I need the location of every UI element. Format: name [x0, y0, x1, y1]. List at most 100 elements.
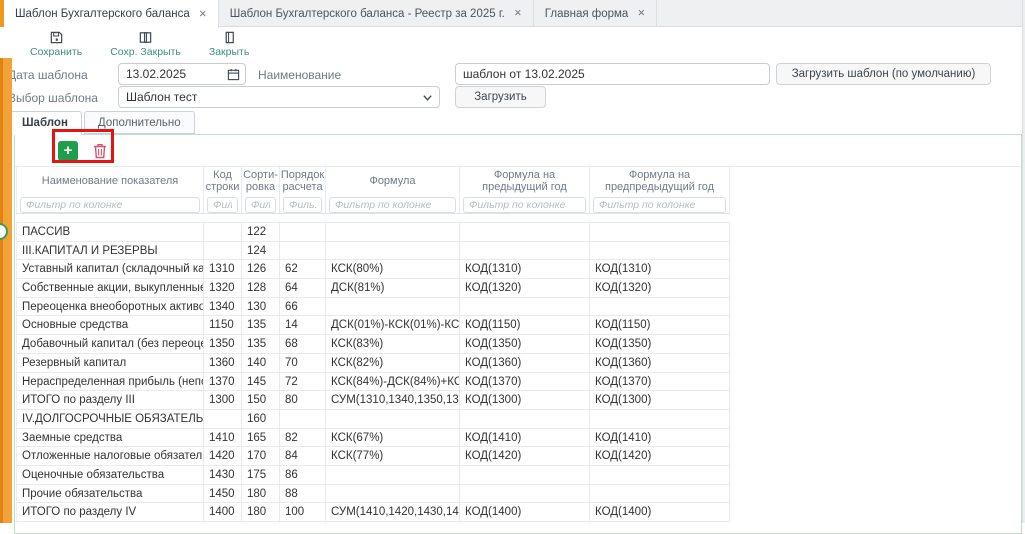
cell-code[interactable]: 1420 — [204, 447, 242, 465]
cell-sort[interactable]: 128 — [242, 279, 280, 297]
cell-formula[interactable]: ДСК(01%)-КСК(01%)-КСК(02... — [326, 316, 460, 334]
cell-sort[interactable]: 135 — [242, 316, 280, 334]
cell-order[interactable]: 14 — [280, 316, 326, 334]
cell-code[interactable]: 1370 — [204, 373, 242, 391]
cell-formula[interactable]: СУМ(1410,1420,1430,1450) — [326, 503, 460, 521]
cell-formula[interactable]: ДСК(81%) — [326, 279, 460, 297]
cell-sort[interactable]: 126 — [242, 260, 280, 278]
cell-name[interactable]: ИТОГО по разделу III — [16, 391, 204, 409]
cell-sort[interactable]: 165 — [242, 429, 280, 447]
cell-code[interactable]: 1300 — [204, 391, 242, 409]
cell-code[interactable]: 1400 — [204, 503, 242, 521]
cell-sort[interactable]: 170 — [242, 447, 280, 465]
cell-prev_year[interactable]: КОД(1420) — [460, 447, 590, 465]
cell-formula[interactable] — [326, 298, 460, 316]
cell-formula[interactable]: КСК(77%) — [326, 447, 460, 465]
date-input[interactable] — [119, 67, 221, 81]
calendar-icon[interactable] — [221, 68, 245, 81]
cell-name[interactable]: Отложенные налоговые обязательства — [16, 447, 204, 465]
cell-prev_year[interactable]: КОД(1400) — [460, 503, 590, 521]
chevron-down-icon[interactable] — [415, 92, 439, 103]
cell-name[interactable]: IV.ДОЛГОСРОЧНЫЕ ОБЯЗАТЕЛЬСТВА — [16, 410, 204, 428]
close-x-icon[interactable]: ✕ — [637, 8, 645, 19]
cell-formula[interactable] — [326, 223, 460, 241]
cell-code[interactable] — [204, 223, 242, 241]
filter-input-formula-prevprev[interactable] — [593, 197, 726, 213]
cell-sort[interactable]: 150 — [242, 391, 280, 409]
filter-input-sort[interactable] — [245, 197, 276, 213]
cell-name[interactable]: Уставный капитал (складочный капита... — [16, 260, 204, 278]
cell-order[interactable]: 72 — [280, 373, 326, 391]
column-header-formula-prevprev[interactable]: Формула на предпредыдущий год — [590, 167, 730, 194]
tab-registry[interactable]: Шаблон Бухгалтерского баланса - Реестр з… — [219, 0, 534, 27]
cell-order[interactable]: 100 — [280, 503, 326, 521]
save-close-button[interactable]: Сохр. Закрыть — [110, 28, 181, 58]
add-row-button[interactable]: + — [58, 141, 78, 161]
load-default-button[interactable]: Загрузить шаблон (по умолчанию) — [776, 63, 991, 85]
cell-formula[interactable]: СУМ(1310,1340,1350,1360,1... — [326, 391, 460, 409]
subtab-additional[interactable]: Дополнительно — [84, 111, 195, 134]
cell-name[interactable]: Основные средства — [16, 316, 204, 334]
cell-prev_prev_year[interactable]: КОД(1400) — [590, 503, 730, 521]
cell-order[interactable]: 68 — [280, 335, 326, 353]
cell-formula[interactable]: КСК(67%) — [326, 429, 460, 447]
filter-input-order[interactable] — [283, 197, 322, 213]
table-row[interactable]: Отложенные налоговые обязательства142017… — [16, 447, 730, 466]
cell-sort[interactable]: 160 — [242, 410, 280, 428]
cell-formula[interactable] — [326, 466, 460, 484]
cell-prev_prev_year[interactable]: КОД(1350) — [590, 335, 730, 353]
column-header-name[interactable]: Наименование показателя — [16, 167, 204, 194]
column-header-formula[interactable]: Формула — [326, 167, 460, 194]
cell-formula[interactable]: КСК(84%)-ДСК(84%)+КСК(99... — [326, 373, 460, 391]
cell-prev_prev_year[interactable]: КОД(1370) — [590, 373, 730, 391]
cell-name[interactable]: ПАССИВ — [16, 223, 204, 241]
cell-prev_prev_year[interactable]: КОД(1420) — [590, 447, 730, 465]
cell-sort[interactable]: 130 — [242, 298, 280, 316]
tab-main-form[interactable]: Главная форма ✕ — [534, 0, 658, 27]
cell-code[interactable] — [204, 410, 242, 428]
cell-code[interactable]: 1340 — [204, 298, 242, 316]
filter-input-code[interactable] — [207, 197, 238, 213]
close-x-icon[interactable]: ✕ — [514, 8, 522, 19]
cell-prev_year[interactable] — [460, 466, 590, 484]
cell-order[interactable]: 82 — [280, 429, 326, 447]
cell-order[interactable]: 66 — [280, 298, 326, 316]
cell-formula[interactable]: КСК(83%) — [326, 335, 460, 353]
cell-sort[interactable]: 124 — [242, 242, 280, 260]
cell-code[interactable]: 1320 — [204, 279, 242, 297]
cell-formula[interactable]: КСК(80%) — [326, 260, 460, 278]
cell-prev_year[interactable]: КОД(1320) — [460, 279, 590, 297]
cell-name[interactable]: Резервный капитал — [16, 354, 204, 372]
cell-order[interactable]: 86 — [280, 466, 326, 484]
cell-prev_year[interactable] — [460, 410, 590, 428]
table-row[interactable]: IV.ДОЛГОСРОЧНЫЕ ОБЯЗАТЕЛЬСТВА 160 — [16, 410, 730, 429]
cell-code[interactable] — [204, 242, 242, 260]
cell-name[interactable]: III.КАПИТАЛ И РЕЗЕРВЫ — [16, 242, 204, 260]
cell-order[interactable]: 88 — [280, 485, 326, 503]
cell-name[interactable]: ИТОГО по разделу IV — [16, 503, 204, 521]
delete-row-button[interactable] — [89, 141, 111, 161]
cell-sort[interactable]: 135 — [242, 335, 280, 353]
name-input[interactable] — [456, 67, 769, 81]
cell-sort[interactable]: 180 — [242, 485, 280, 503]
table-row[interactable]: Нераспределенная прибыль (непокрыт...137… — [16, 373, 730, 392]
cell-order[interactable]: 80 — [280, 391, 326, 409]
cell-sort[interactable]: 180 — [242, 503, 280, 521]
subtab-template[interactable]: Шаблон — [8, 111, 82, 135]
cell-prev_prev_year[interactable]: КОД(1300) — [590, 391, 730, 409]
cell-name[interactable]: Оценочные обязательства — [16, 466, 204, 484]
cell-code[interactable]: 1310 — [204, 260, 242, 278]
cell-formula[interactable] — [326, 410, 460, 428]
cell-sort[interactable]: 145 — [242, 373, 280, 391]
cell-prev_prev_year[interactable] — [590, 410, 730, 428]
cell-prev_prev_year[interactable]: КОД(1360) — [590, 354, 730, 372]
cell-prev_year[interactable]: КОД(1370) — [460, 373, 590, 391]
cell-prev_year[interactable]: КОД(1150) — [460, 316, 590, 334]
